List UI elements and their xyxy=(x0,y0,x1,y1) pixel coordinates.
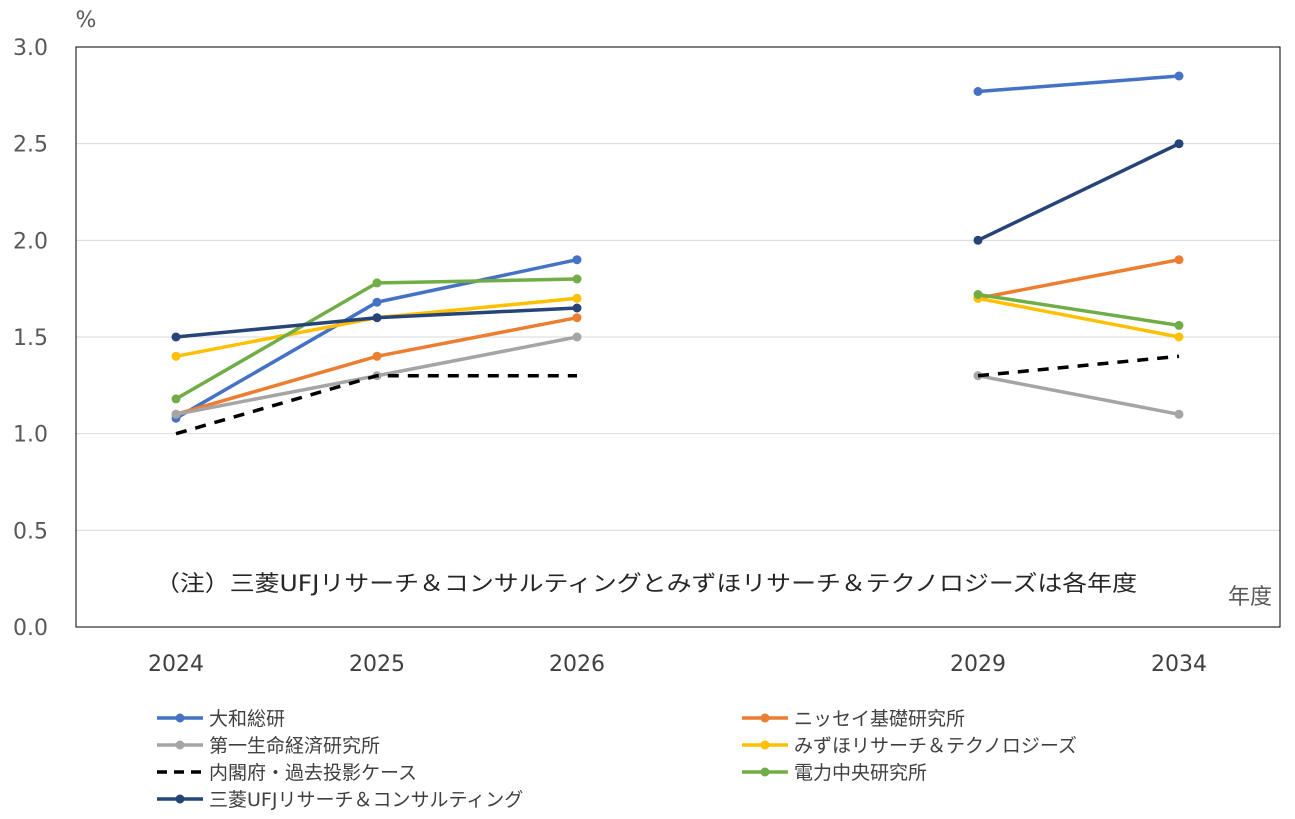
series-5 xyxy=(175,354,1180,436)
y-axis-ticks: 0.0 0.5 1.0 1.5 2.0 2.5 3.0 xyxy=(13,36,48,641)
data-point xyxy=(372,351,382,361)
y-tick-label: 1.0 xyxy=(13,423,48,448)
series-line-segment xyxy=(977,354,1180,378)
legend-marker xyxy=(760,713,770,723)
series-line-segment xyxy=(977,257,1180,301)
data-point xyxy=(171,351,181,361)
legend-item: 三菱UFJリサーチ＆コンサルティング xyxy=(157,789,523,811)
legend-item: みずほリサーチ＆テクノロジーズ xyxy=(742,735,1077,757)
data-point xyxy=(372,297,382,307)
y-tick-label: 3.0 xyxy=(13,36,48,61)
data-point xyxy=(1174,255,1184,265)
data-point xyxy=(1174,139,1184,149)
data-point xyxy=(1174,409,1184,419)
legend-marker xyxy=(175,740,185,750)
data-point xyxy=(171,332,181,342)
series-line-segment xyxy=(977,142,1180,242)
x-tick-label: 2025 xyxy=(349,652,405,677)
series-line-segment xyxy=(977,292,1180,328)
y-tick-label: 0.5 xyxy=(13,519,48,544)
data-point xyxy=(973,235,983,245)
series-7 xyxy=(171,139,1184,342)
data-point xyxy=(572,303,582,313)
data-point xyxy=(572,255,582,265)
legend-label: 大和総研 xyxy=(209,708,285,730)
legend-marker xyxy=(175,794,185,804)
legend-marker xyxy=(760,767,770,777)
y-tick-label: 2.5 xyxy=(13,133,48,158)
x-axis-ticks: 2024 2025 2026 2029 2034 xyxy=(148,652,1207,677)
plot-area-frame xyxy=(75,46,1281,628)
data-point xyxy=(572,274,582,284)
legend-label: 内閣府・過去投影ケース xyxy=(209,762,417,784)
legend-item: 大和総研 xyxy=(157,708,285,730)
legend-label: 三菱UFJリサーチ＆コンサルティング xyxy=(209,789,523,811)
y-tick-label: 2.0 xyxy=(13,229,48,254)
y-tick-label: 1.5 xyxy=(13,326,48,351)
chart-note: （注）三菱UFJリサーチ＆コンサルティングとみずほリサーチ＆テクノロジーズは各年… xyxy=(155,572,1137,597)
data-point xyxy=(372,313,382,323)
y-axis-unit-label: % xyxy=(76,8,97,33)
legend-marker xyxy=(760,740,770,750)
legend-item: 第一生命経済研究所 xyxy=(157,735,380,757)
x-tick-label: 2024 xyxy=(148,652,204,677)
series-line-segment xyxy=(977,74,1180,94)
series-line-segment xyxy=(175,306,578,339)
series-line-segment xyxy=(175,373,577,436)
x-tick-label: 2026 xyxy=(549,652,605,677)
data-point xyxy=(171,394,181,404)
data-point xyxy=(572,332,582,342)
data-point xyxy=(572,293,582,303)
legend-item: ニッセイ基礎研究所 xyxy=(742,708,965,730)
data-point xyxy=(372,278,382,288)
data-point xyxy=(973,87,983,96)
series-lines xyxy=(171,71,1184,436)
series-6 xyxy=(171,274,1184,404)
data-point xyxy=(1174,320,1184,330)
x-tick-label: 2034 xyxy=(1151,652,1207,677)
gridlines xyxy=(76,46,1280,628)
data-point xyxy=(1174,332,1184,342)
legend-marker xyxy=(175,713,185,723)
series-line-segment xyxy=(175,277,578,401)
y-tick-label: 0.0 xyxy=(13,616,48,641)
data-point xyxy=(171,409,181,419)
data-point xyxy=(973,290,983,299)
legend-label: ニッセイ基礎研究所 xyxy=(794,708,965,730)
data-point xyxy=(572,313,582,323)
data-point xyxy=(1174,71,1184,81)
series-line-segment xyxy=(977,373,1180,417)
legend-item: 内閣府・過去投影ケース xyxy=(157,762,417,784)
x-axis-unit-label: 年度 xyxy=(1228,585,1272,610)
series-3 xyxy=(171,332,1184,419)
legend-item: 電力中央研究所 xyxy=(742,762,927,784)
legend-label: 第一生命経済研究所 xyxy=(209,735,380,757)
series-line-segment xyxy=(977,296,1180,339)
x-tick-label: 2029 xyxy=(950,652,1006,677)
legend-label: 電力中央研究所 xyxy=(794,762,927,784)
legend-label: みずほリサーチ＆テクノロジーズ xyxy=(794,735,1077,757)
